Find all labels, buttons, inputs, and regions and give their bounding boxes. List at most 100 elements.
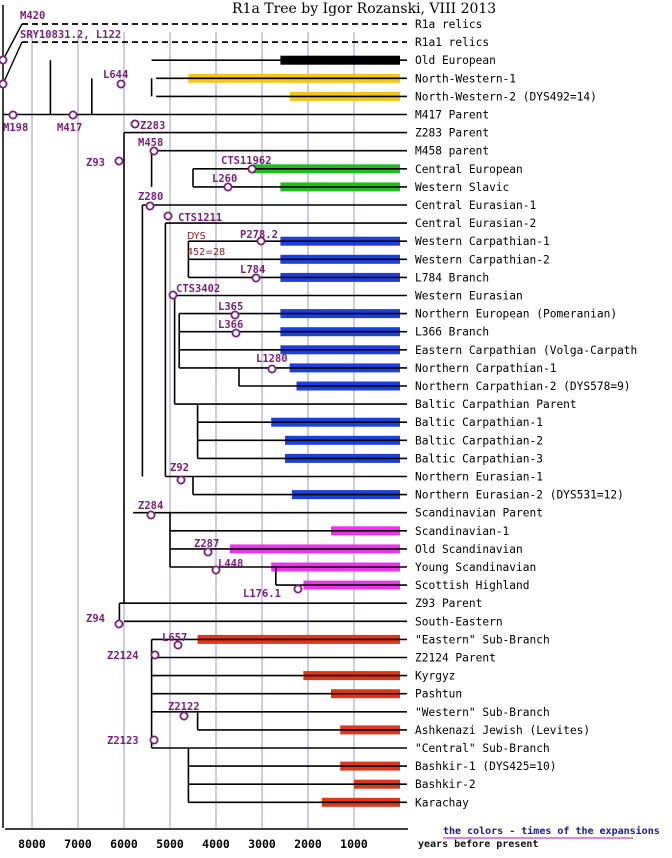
mutation-marker-z280 [145, 201, 155, 211]
branch-label-central-sub-branch: "Central" Sub-Branch [415, 742, 550, 755]
branch-label-northern-eurasian-1: Northern Eurasian-1 [415, 471, 543, 484]
mutation-marker-m198 [8, 110, 18, 120]
branch-label-l784-branch: L784 Branch [415, 271, 489, 284]
axis-tick-label-1000: 1000 [340, 837, 368, 851]
mutation-label-z94: Z94 [86, 613, 105, 625]
axis-tick-label-5000: 5000 [156, 837, 184, 851]
mutation-marker-l644 [116, 79, 126, 89]
branch-label-western-carpathian-1: Western Carpathian-1 [415, 235, 550, 248]
branch-labels: R1a relics R1a1 relics Old European North-W… [415, 18, 637, 809]
mutation-marker-m417 [68, 110, 78, 120]
mutation-label-l366: L366 [218, 319, 243, 331]
branch-label-northern-carpathian-1: Northern Carpathian-1 [415, 362, 556, 375]
dys-note-line1: DYS [187, 231, 206, 242]
branch-label-western-sub-branch: "Western" Sub-Branch [415, 706, 550, 719]
mutation-label-l644: L644 [103, 69, 128, 81]
axis-tick-label-7000: 7000 [64, 837, 92, 851]
branch-label-pashtun: Pashtun [415, 688, 462, 701]
time-axis: 8000 7000 6000 5000 4000 3000 2000 1000 [5, 828, 408, 851]
mutation-label-cts1211: CTS1211 [178, 212, 222, 224]
mutation-label-p278-2: P278.2 [240, 229, 278, 241]
mutation-markers [0, 55, 303, 745]
mutation-label-z284: Z284 [138, 500, 163, 512]
branch-label-r1a-relics: R1a relics [415, 18, 482, 31]
branch-label-kyrgyz: Kyrgyz [415, 670, 455, 683]
mutation-label-m417: M417 [57, 122, 82, 134]
mutation-label-l1280: L1280 [256, 353, 288, 365]
axis-tick-label-4000: 4000 [202, 837, 230, 851]
mutation-label-z2124: Z2124 [107, 650, 139, 662]
branch-label-south-eastern: South-Eastern [415, 615, 503, 628]
mutation-marker-z93 [114, 156, 124, 166]
axis-tick-label-2000: 2000 [294, 837, 322, 851]
mutation-marker-z92 [176, 475, 186, 485]
mutation-label-sry10831-2-l122: SRY10831.2, L122 [20, 29, 121, 41]
mutation-label-z280: Z280 [138, 191, 163, 203]
branch-label-baltic-carpathian-2: Baltic Carpathian-2 [415, 434, 543, 447]
branch-label-central-eurasian-1: Central Eurasian-1 [415, 199, 536, 212]
branch-label-north-western-1: North-Western-1 [415, 72, 516, 85]
mutation-marker-z284 [146, 510, 156, 520]
diagram-title: R1a Tree by Igor Rozanski, VIII 2013 [232, 1, 496, 17]
branch-label-eastern-carpathian-volga-carpath: Eastern Carpathian (Volga-Carpath [415, 344, 637, 357]
mutation-label-l657: L657 [162, 632, 187, 644]
mutation-label-l784: L784 [240, 264, 265, 276]
mutation-marker-l784 [251, 273, 261, 283]
branch-label-western-slavic: Western Slavic [415, 181, 509, 194]
mutation-label-l365: L365 [218, 301, 243, 313]
branch-label-z283-parent: Z283 Parent [415, 127, 489, 140]
branch-label-central-european: Central European [415, 163, 523, 176]
mutation-label-cts3402: CTS3402 [176, 283, 220, 295]
mutation-marker-sry10831-2-l122 [0, 79, 8, 89]
mutation-marker-l366 [231, 328, 241, 338]
relic-link-line-1 [2, 23, 23, 61]
mutation-label-m420: M420 [20, 10, 45, 22]
branch-label-bashkir-1-dys425-10: Bashkir-1 (DYS425=10) [415, 760, 556, 773]
branch-label-m458-parent: M458 parent [415, 145, 489, 158]
branch-label-scandinavian-parent: Scandinavian Parent [415, 507, 543, 520]
branch-label-northern-carpathian-2-dys578-9: Northern Carpathian-2 (DYS578=9) [415, 380, 631, 393]
mutation-label-z283: Z283 [140, 120, 165, 132]
branch-label-western-eurasian: Western Eurasian [415, 290, 523, 303]
dys-note-line2: 452=28 [187, 247, 225, 258]
branch-label-central-eurasian-2: Central Eurasian-2 [415, 217, 536, 230]
axis-tick-label-6000: 6000 [110, 837, 138, 851]
branch-label-z2124-parent: Z2124 Parent [415, 652, 496, 665]
mutation-marker-p278-2 [256, 236, 266, 246]
branch-label-scandinavian-1: Scandinavian-1 [415, 525, 509, 538]
mutation-marker-m458 [149, 146, 159, 156]
mutation-label-z93: Z93 [86, 157, 105, 169]
branch-label-north-western-2-dys492-14: North-Western-2 (DYS492=14) [415, 90, 597, 103]
branch-label-eastern-sub-branch: "Eastern" Sub-Branch [415, 633, 550, 646]
branch-label-baltic-carpathian-1: Baltic Carpathian-1 [415, 416, 543, 429]
mutation-marker-cts3402 [168, 290, 178, 300]
branch-label-l366-branch: L366 Branch [415, 326, 489, 339]
mutation-marker-z287 [203, 547, 213, 557]
branch-label-z93-parent: Z93 Parent [415, 597, 482, 610]
branch-label-bashkir-2: Bashkir-2 [415, 778, 476, 791]
branch-label-young-scandinavian: Young Scandinavian [415, 561, 536, 574]
mutation-marker-m420 [0, 55, 8, 65]
tree-lines [2, 23, 407, 804]
mutation-marker-cts1211 [163, 211, 173, 221]
mutation-marker-z2124 [150, 650, 160, 660]
branch-label-scottish-highland: Scottish Highland [415, 579, 530, 592]
mutation-marker-cts11962 [247, 164, 257, 174]
colors-legend-note: the colors - times of the expansions [443, 825, 660, 837]
mutation-label-m458: M458 [138, 137, 163, 149]
mutation-label-z287: Z287 [194, 538, 219, 550]
mutation-marker-l657 [173, 640, 183, 650]
mutation-marker-z2122 [179, 711, 189, 721]
mutation-label-m198: M198 [3, 122, 28, 134]
mutation-marker-l365 [230, 310, 240, 320]
mutation-label-cts11962: CTS11962 [221, 155, 272, 167]
mutation-label-l448: L448 [218, 558, 243, 570]
axis-caption: years before present [418, 839, 538, 850]
branch-label-ashkenazi-jewish-levites: Ashkenazi Jewish (Levites) [415, 724, 590, 737]
branch-label-northern-eurasian-2-dys531-12: Northern Eurasian-2 (DYS531=12) [415, 489, 624, 502]
branch-label-karachay: Karachay [415, 796, 469, 809]
branch-label-r1a1-relics: R1a1 relics [415, 36, 489, 49]
mutation-label-l260: L260 [212, 173, 237, 185]
